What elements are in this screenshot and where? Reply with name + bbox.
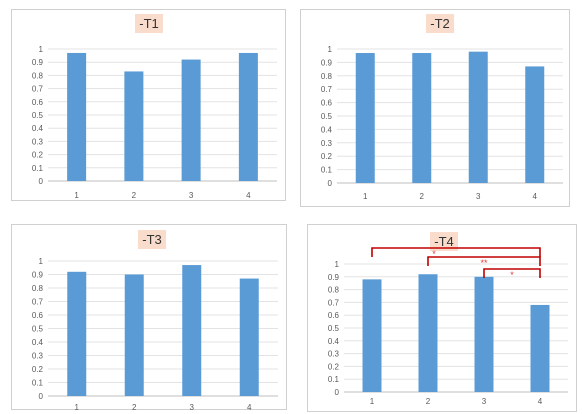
y-tick-label: 0 (39, 177, 44, 186)
bar-2 (418, 274, 438, 392)
y-tick-label: 0.8 (32, 284, 44, 293)
x-tick-label: 4 (246, 191, 251, 200)
y-tick-label: 1 (39, 45, 44, 54)
x-tick-label: 1 (75, 403, 80, 411)
chart-panel-t1: -T1 0 0.1 0.2 0.3 0.4 0.5 0.6 0.7 0.8 0.9 1 1 2 3 4 (11, 9, 286, 201)
y-tick-label: 0.4 (321, 125, 333, 134)
y-tick-label: 0.9 (32, 271, 44, 280)
y-tick-label: 0.3 (328, 350, 340, 359)
y-tick-label: 0.3 (32, 352, 44, 361)
x-tick-label: 1 (363, 192, 368, 201)
bar-4 (525, 66, 545, 183)
y-tick-label: 0.7 (328, 298, 340, 307)
y-tick-label: 0 (39, 392, 44, 401)
significance-label: * (510, 270, 514, 280)
significance-label: ** (480, 258, 488, 268)
x-tick-label: 4 (533, 192, 538, 201)
x-tick-label: 4 (538, 397, 543, 406)
y-tick-label: 0.1 (321, 166, 333, 175)
y-tick-label: 0.2 (32, 151, 44, 160)
chart-title: -T3 (142, 232, 162, 247)
x-tick-label: 2 (426, 397, 431, 406)
y-tick-label: 0.8 (32, 71, 44, 80)
x-tick-label: 1 (74, 191, 79, 200)
y-tick-label: 1 (39, 257, 44, 266)
bar-1 (67, 271, 87, 396)
y-tick-label: 0.8 (328, 286, 340, 295)
bar-4 (239, 278, 259, 396)
chart-t3: -T3 0 0.1 0.2 0.3 0.4 0.5 0.6 0.7 0.8 0.9 1 1 2 3 4 (32, 230, 278, 411)
y-tick-label: 0.6 (32, 98, 44, 107)
y-tick-label: 0.4 (32, 124, 44, 133)
y-tick-label: 0.1 (32, 379, 44, 388)
x-tick-label: 2 (420, 192, 425, 201)
y-tick-label: 1 (328, 45, 333, 54)
y-tick-label: 0.8 (321, 72, 333, 81)
x-tick-label: 2 (132, 403, 137, 411)
bar-1 (362, 279, 382, 392)
x-tick-label: 3 (482, 397, 487, 406)
y-tick-label: 0.3 (321, 139, 333, 148)
x-tick-label: 3 (190, 403, 195, 411)
chart-title-background (135, 14, 163, 33)
bar-2 (412, 53, 432, 183)
y-tick-label: 0.7 (32, 298, 44, 307)
x-tick-label: 3 (189, 191, 194, 200)
x-tick-label: 1 (370, 397, 375, 406)
y-tick-label: 0.2 (328, 362, 340, 371)
bar-3 (474, 276, 494, 392)
y-tick-label: 0.6 (328, 311, 340, 320)
y-tick-label: 0.9 (32, 58, 44, 67)
chart-title: -T2 (430, 16, 450, 31)
significance-bracket (427, 256, 541, 266)
chart-title-background (430, 232, 458, 251)
y-tick-label: 0.9 (328, 273, 340, 282)
y-tick-label: 0.4 (32, 338, 44, 347)
y-tick-label: 0.6 (32, 311, 44, 320)
bar-2 (124, 274, 144, 396)
y-tick-label: 0.1 (328, 375, 340, 384)
x-tick-label: 3 (476, 192, 481, 201)
y-tick-label: 0.2 (321, 152, 333, 161)
chart-title: -T1 (139, 16, 159, 31)
y-tick-label: 0.5 (321, 112, 333, 121)
chart-title: -T4 (434, 234, 454, 249)
y-tick-label: 0 (328, 179, 333, 188)
y-tick-label: 0.5 (328, 324, 340, 333)
y-tick-label: 0 (335, 388, 340, 397)
significance-label: * (432, 249, 436, 259)
y-tick-label: 0.2 (32, 365, 44, 374)
y-tick-label: 0.5 (32, 325, 44, 334)
y-tick-label: 0.7 (321, 85, 333, 94)
bar-1 (355, 53, 375, 183)
y-tick-label: 0.4 (328, 337, 340, 346)
y-tick-label: 0.7 (32, 85, 44, 94)
bar-4 (530, 304, 550, 392)
significance-bracket (371, 247, 541, 257)
bar-3 (182, 265, 202, 396)
y-tick-label: 0.6 (321, 99, 333, 108)
y-tick-label: 0.5 (32, 111, 44, 120)
x-tick-label: 2 (132, 191, 137, 200)
chart-title-background (138, 230, 166, 249)
x-tick-label: 4 (247, 403, 252, 411)
chart-t2: -T2 0 0.1 0.2 0.3 0.4 0.5 0.6 0.7 0.8 0.9 1 1 2 3 4 (321, 14, 563, 201)
bar-3 (468, 51, 488, 184)
chart-panel-t4: -T4 0 0.1 0.2 0.3 0.4 0.5 0.6 0.7 0.8 0.9 1 1 2 3 4 * ** * (307, 224, 577, 412)
chart-t1: -T1 0 0.1 0.2 0.3 0.4 0.5 0.6 0.7 0.8 0.9 1 1 2 3 4 (32, 14, 277, 200)
chart-panel-t3: -T3 0 0.1 0.2 0.3 0.4 0.5 0.6 0.7 0.8 0.9 1 1 2 3 4 (11, 224, 287, 411)
y-tick-label: 1 (335, 260, 340, 269)
bar-4 (238, 52, 258, 182)
y-tick-label: 0.1 (32, 164, 44, 173)
y-tick-label: 0.9 (321, 58, 333, 67)
bar-3 (181, 59, 201, 182)
bar-1 (67, 52, 87, 182)
chart-panel-t2: -T2 0 0.1 0.2 0.3 0.4 0.5 0.6 0.7 0.8 0.9 1 1 2 3 4 (300, 9, 570, 207)
bar-2 (124, 71, 144, 181)
y-tick-label: 0.3 (32, 137, 44, 146)
chart-title-background (426, 14, 454, 33)
significance-bracket (483, 268, 541, 278)
